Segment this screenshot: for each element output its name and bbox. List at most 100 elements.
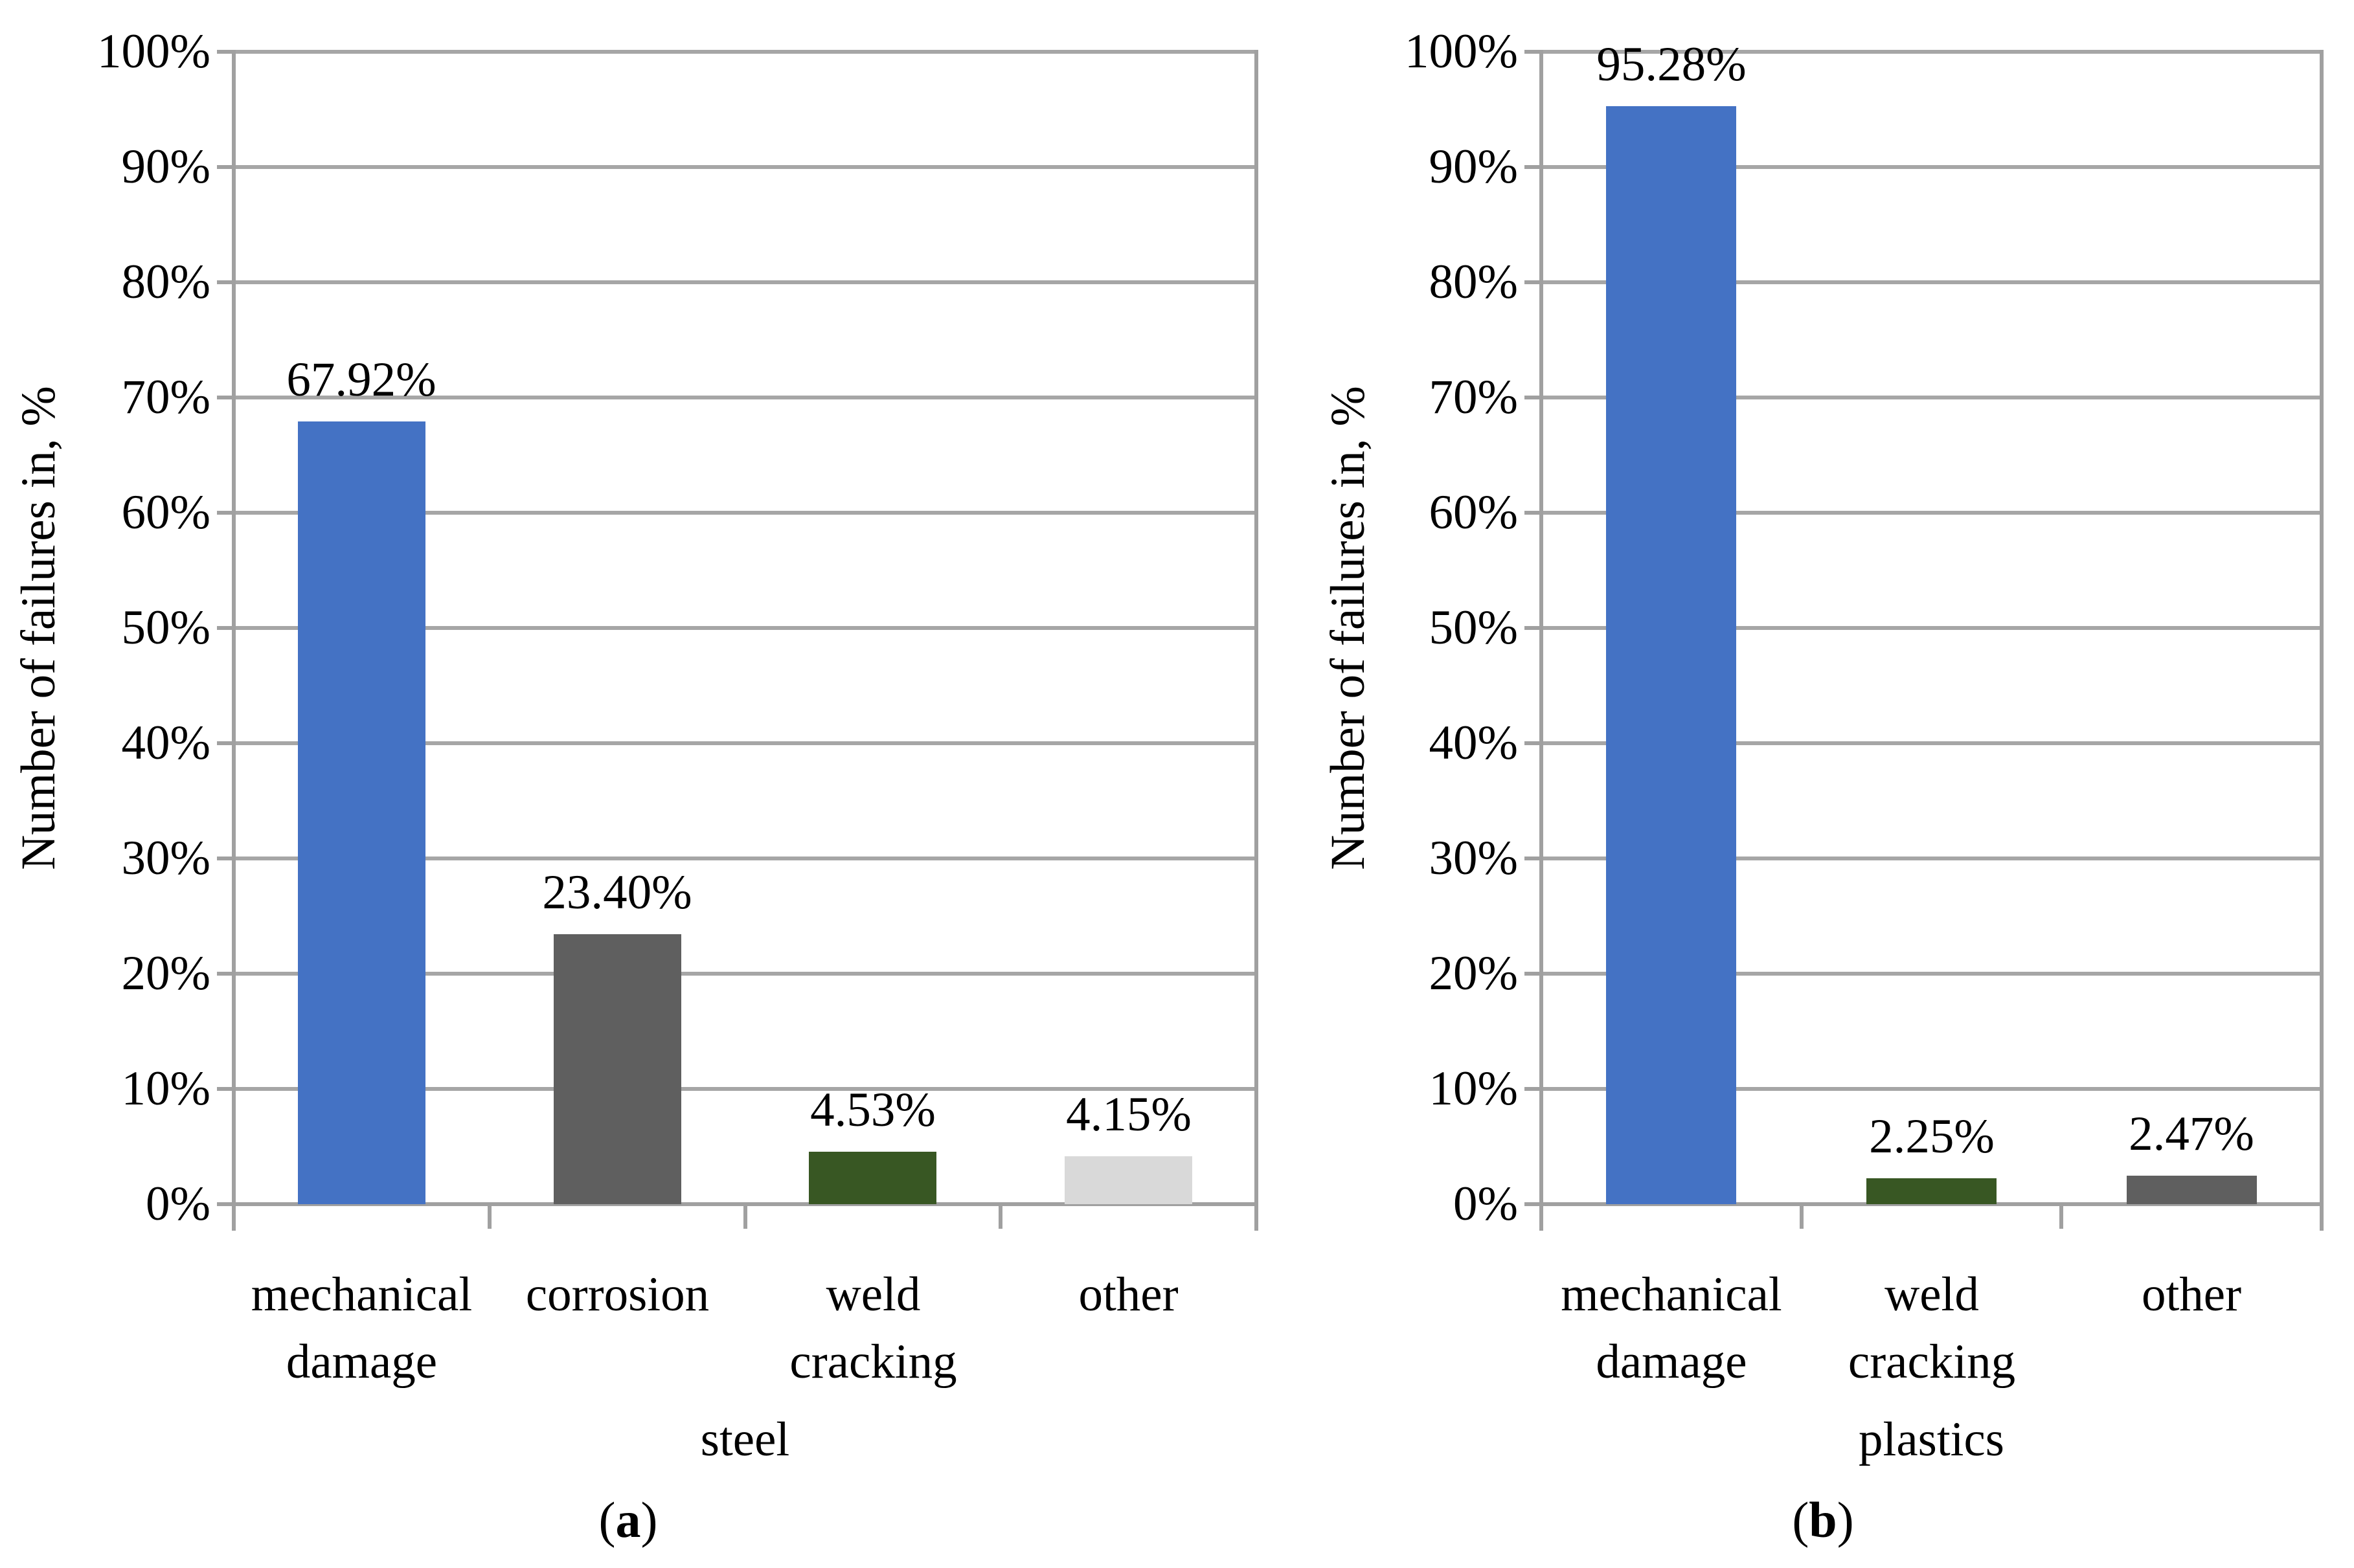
- y-tick-label-30: 30%: [121, 831, 210, 885]
- x-tick-mark-1: [487, 1204, 492, 1229]
- category-label-other: other: [1078, 1268, 1179, 1321]
- gridline-90: [1541, 165, 2322, 169]
- category-label-other: other: [2141, 1268, 2242, 1321]
- y-tick-mark-0: [217, 1202, 234, 1206]
- y-tick-label-0: 0%: [1453, 1177, 1518, 1231]
- y-tick-label-70: 70%: [1429, 370, 1518, 424]
- x-tick-mark-1: [1799, 1204, 1804, 1229]
- y-tick-mark-30: [1524, 857, 1541, 860]
- cap-letter: b: [1809, 1492, 1837, 1548]
- bar-mechanical-damage: [1606, 106, 1736, 1204]
- cap-close: ): [1837, 1492, 1854, 1548]
- y-tick-mark-60: [217, 511, 234, 515]
- bar-mechanical-damage: [298, 421, 425, 1204]
- y-tick-mark-80: [217, 280, 234, 284]
- gridline-10: [1541, 1087, 2322, 1091]
- y-tick-label-0: 0%: [146, 1177, 210, 1231]
- x-axis-line: [1539, 1202, 2324, 1206]
- y-tick-label-50: 50%: [121, 601, 210, 655]
- y-tick-label-10: 10%: [1429, 1062, 1518, 1115]
- chart-panel-plastics: 0% 10% 20% 30% 40% 50% 60% 70% 80% 90% 100% 95.28% m…: [1321, 0, 2324, 1568]
- bar-other: [2127, 1176, 2257, 1204]
- y-tick-label-100: 100%: [97, 25, 210, 78]
- y-axis-title: Number of failures in, %: [12, 386, 65, 870]
- cap-letter: a: [615, 1492, 641, 1548]
- category-label-weld-cracking: weld cracking: [789, 1268, 957, 1389]
- y-tick-mark-100: [1524, 50, 1541, 54]
- data-label-weld-cracking: 4.53%: [810, 1083, 936, 1137]
- x-tick-mark-3: [999, 1204, 1003, 1229]
- y-tick-label-50: 50%: [1429, 601, 1518, 655]
- y-tick-mark-20: [217, 972, 234, 976]
- y-tick-label-30: 30%: [1429, 831, 1518, 885]
- cap-open: (: [598, 1492, 616, 1548]
- category-label-corrosion: corrosion: [525, 1268, 710, 1321]
- y-tick-label-40: 40%: [121, 716, 210, 770]
- gridline-60: [234, 511, 1256, 515]
- y-axis-line: [232, 50, 236, 1231]
- y-tick-label-90: 90%: [121, 140, 210, 194]
- gridline-10: [234, 1087, 1256, 1091]
- gridline-100: [1541, 50, 2322, 54]
- bar-weld-cracking: [1866, 1178, 1997, 1204]
- y-tick-mark-30: [217, 857, 234, 860]
- gridline-30: [1541, 857, 2322, 860]
- cap-open: (: [1792, 1492, 1809, 1548]
- gridline-20: [234, 972, 1256, 976]
- bar-other: [1065, 1156, 1192, 1204]
- cap-close: ): [640, 1492, 658, 1548]
- category-label-mechanical-damage: mechanical damage: [1561, 1268, 1782, 1389]
- gridline-100: [234, 50, 1256, 54]
- gridline-90: [234, 165, 1256, 169]
- x-tick-mark-2: [2059, 1204, 2064, 1229]
- y-tick-label-100: 100%: [1405, 25, 1518, 78]
- gridline-20: [1541, 972, 2322, 976]
- y-tick-label-20: 20%: [121, 946, 210, 1000]
- data-label-mechanical-damage: 95.28%: [1596, 38, 1747, 91]
- y-tick-mark-80: [1524, 280, 1541, 284]
- y-tick-label-70: 70%: [121, 370, 210, 424]
- y-tick-mark-100: [217, 50, 234, 54]
- data-label-other: 4.15%: [1066, 1088, 1192, 1141]
- y-tick-label-80: 80%: [121, 255, 210, 309]
- data-label-corrosion: 23.40%: [542, 866, 692, 919]
- y-axis-title: Number of failures in, %: [1321, 386, 1375, 870]
- gridline-80: [234, 280, 1256, 284]
- x-axis-title: plastics: [1859, 1413, 2004, 1466]
- y-tick-label-90: 90%: [1429, 140, 1518, 194]
- gridline-70: [234, 396, 1256, 399]
- subfigure-caption: (b): [1324, 1486, 2322, 1554]
- x-tick-mark-2: [743, 1204, 747, 1229]
- y-tick-mark-10: [1524, 1087, 1541, 1091]
- y-tick-label-10: 10%: [121, 1062, 210, 1115]
- y-tick-mark-20: [1524, 972, 1541, 976]
- y-tick-mark-40: [217, 741, 234, 745]
- y-tick-label-60: 60%: [1429, 486, 1518, 539]
- gridline-70: [1541, 396, 2322, 399]
- plot-right-border: [1254, 50, 1258, 1231]
- y-tick-mark-90: [217, 165, 234, 169]
- gridline-50: [234, 626, 1256, 630]
- gridline-60: [1541, 511, 2322, 515]
- y-tick-mark-90: [1524, 165, 1541, 169]
- y-axis-line: [1539, 50, 1543, 1231]
- gridline-40: [234, 741, 1256, 745]
- subfigure-caption: (a): [0, 1486, 1256, 1554]
- y-tick-label-60: 60%: [121, 486, 210, 539]
- y-tick-mark-50: [1524, 626, 1541, 630]
- y-tick-mark-70: [217, 396, 234, 399]
- bar-corrosion: [554, 934, 681, 1204]
- data-label-weld-cracking: 2.25%: [1869, 1110, 1995, 1163]
- x-axis-title: steel: [700, 1413, 790, 1466]
- y-tick-mark-10: [217, 1087, 234, 1091]
- gridline-40: [1541, 741, 2322, 745]
- data-label-other: 2.47%: [2129, 1107, 2254, 1161]
- chart-panel-steel: 0% 10% 20% 30% 40% 50% 60% 70% 80% 90% 100% 67.92% m…: [0, 25, 1258, 1554]
- category-label-mechanical-damage: mechanical damage: [251, 1268, 473, 1389]
- y-tick-label-40: 40%: [1429, 716, 1518, 770]
- y-tick-label-80: 80%: [1429, 255, 1518, 309]
- gridline-50: [1541, 626, 2322, 630]
- plot-right-border: [2320, 50, 2324, 1231]
- y-tick-mark-70: [1524, 396, 1541, 399]
- category-label-weld-cracking: weld cracking: [1848, 1268, 2016, 1389]
